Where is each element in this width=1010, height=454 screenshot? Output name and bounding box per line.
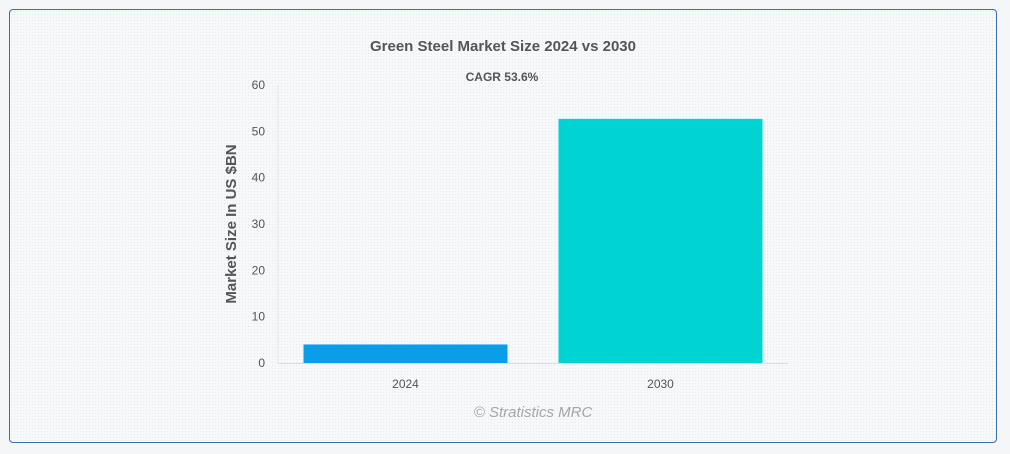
x-axis-ticks: 2024 2030 bbox=[392, 377, 674, 391]
x-tick-label: 2024 bbox=[392, 377, 419, 391]
y-tick-label: 20 bbox=[252, 263, 266, 277]
y-tick-label: 60 bbox=[252, 78, 266, 92]
y-tick-label: 50 bbox=[252, 124, 266, 138]
y-tick-label: 40 bbox=[252, 171, 266, 185]
chart-title: Green Steel Market Size 2024 vs 2030 bbox=[370, 38, 636, 55]
chart-subtitle: CAGR 53.6% bbox=[466, 70, 539, 84]
watermark: © Stratistics MRC bbox=[474, 404, 593, 421]
y-axis-label: Market Size In US $BN bbox=[223, 144, 240, 303]
bar-2030[interactable] bbox=[558, 118, 763, 363]
chart-card bbox=[9, 9, 997, 443]
x-tick-label: 2030 bbox=[647, 377, 674, 391]
y-tick-label: 10 bbox=[252, 310, 266, 324]
y-tick-label: 30 bbox=[252, 217, 266, 231]
bar-2024[interactable] bbox=[303, 344, 508, 363]
y-axis-ticks: 0 10 20 30 40 50 60 bbox=[252, 78, 266, 370]
y-tick-label: 0 bbox=[258, 356, 265, 370]
bars bbox=[303, 118, 763, 363]
